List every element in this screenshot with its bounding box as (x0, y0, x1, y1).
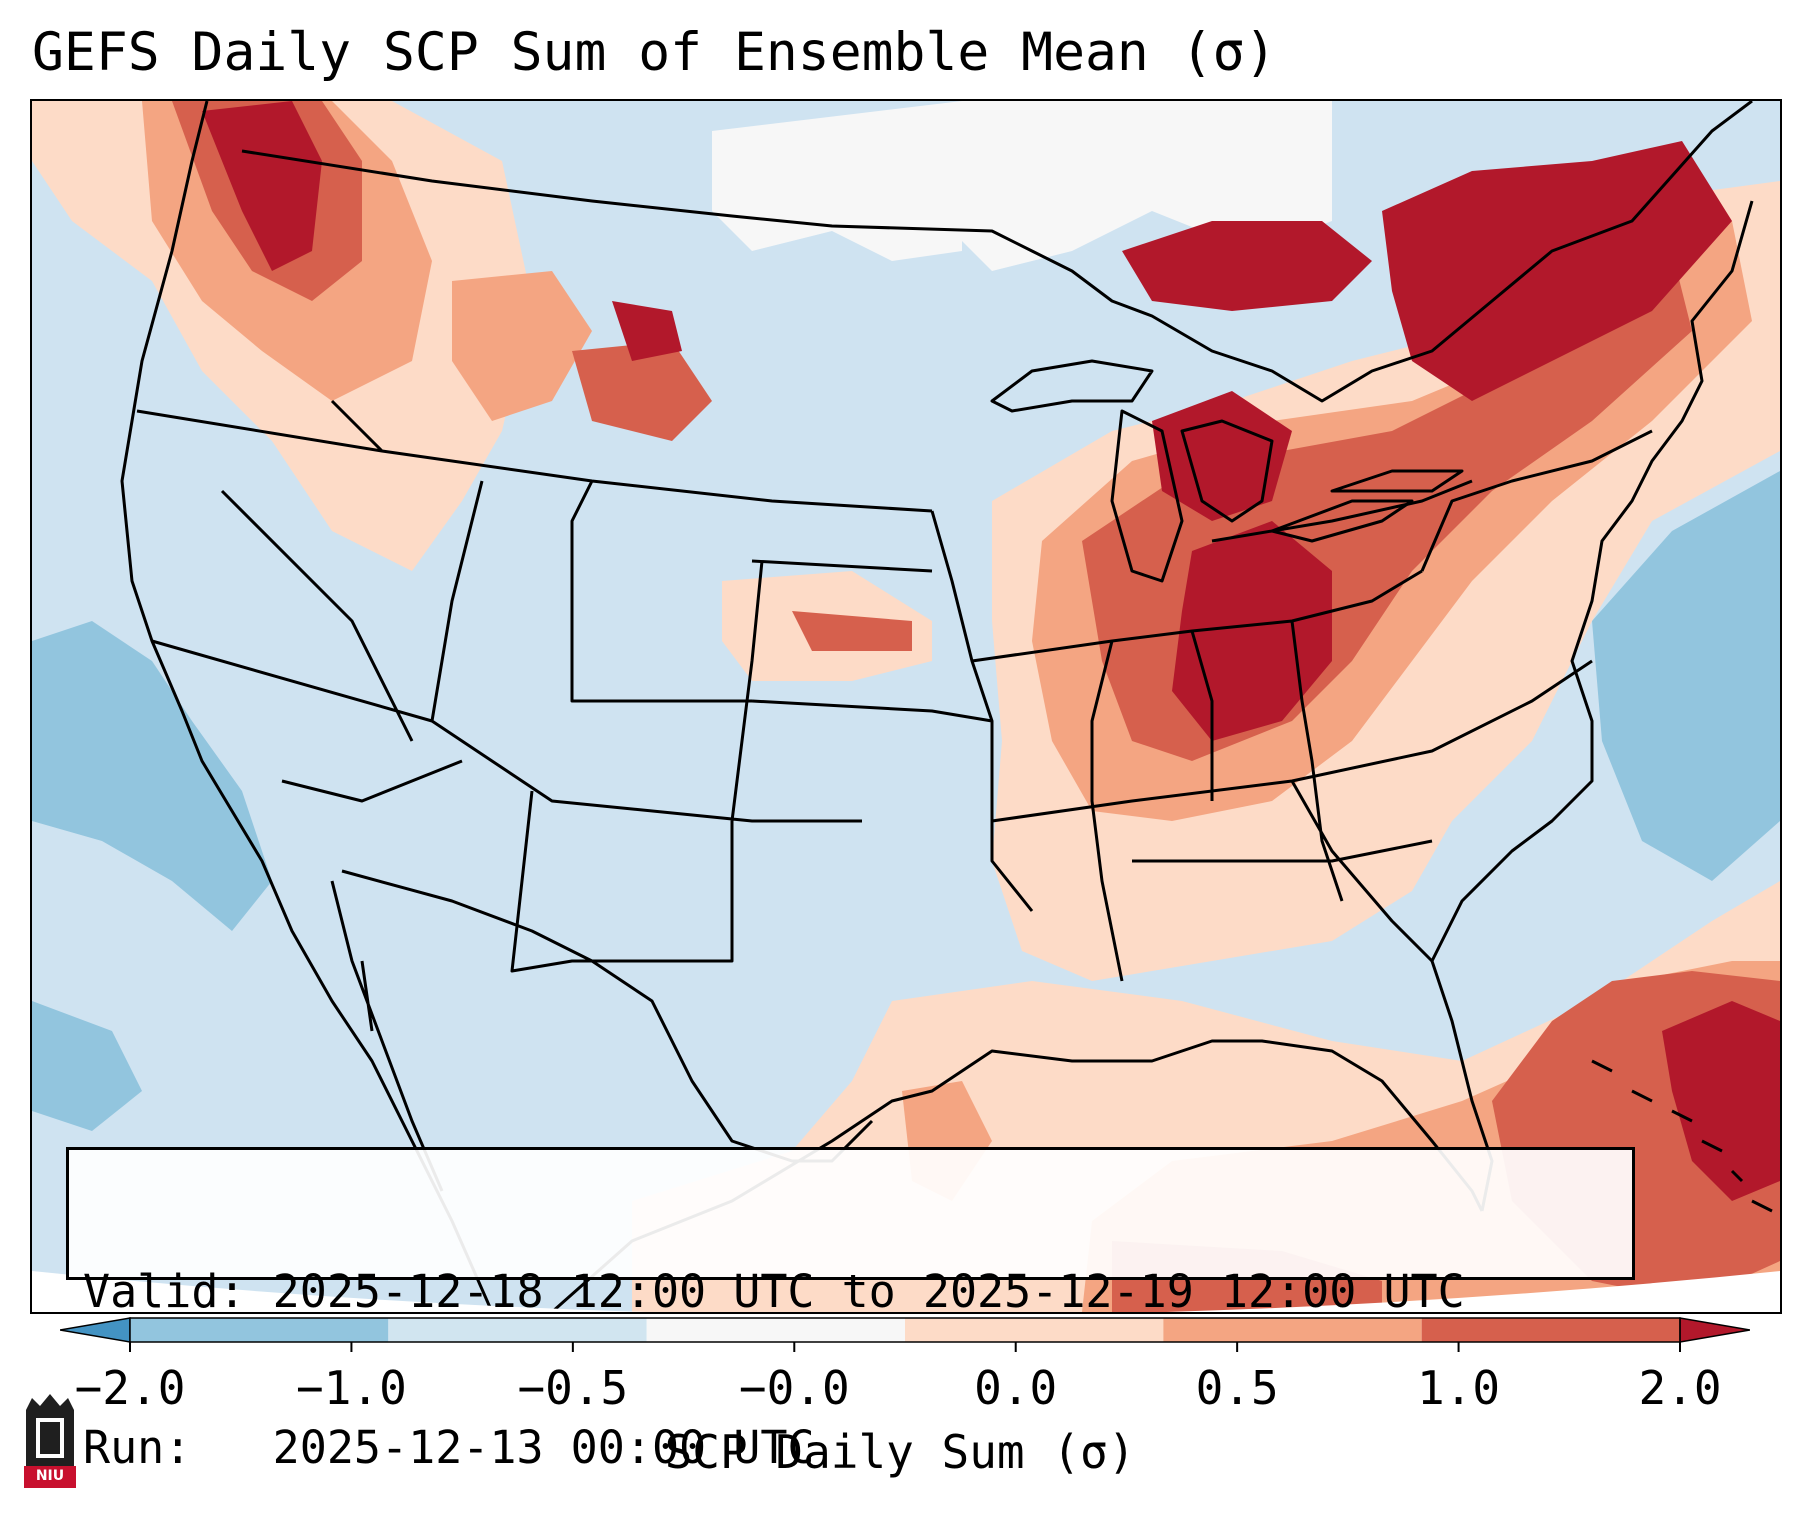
colorbar-tick-label: 0.0 (974, 1361, 1058, 1415)
cool-area-atlantic (1592, 471, 1780, 881)
valid-line: Valid: 2025-12-18 12:00 UTC to 2025-12-1… (83, 1266, 1618, 1318)
warm-area-northern-rockies (452, 271, 592, 421)
max-area-bahamas (1662, 1001, 1780, 1201)
colorbar-tick-label: 1.0 (1417, 1361, 1501, 1415)
us-canada-border (241, 101, 1753, 403)
bahamas-islands (1591, 1059, 1773, 1213)
max-area-ohio-valley (1172, 521, 1332, 741)
valid-run-info-box: Valid: 2025-12-18 12:00 UTC to 2025-12-1… (66, 1147, 1635, 1474)
colorbar-tick-label: −0.0 (738, 1361, 850, 1415)
anomaly-map (32, 101, 1780, 1312)
colorbar-bin (1421, 1318, 1680, 1342)
colorbar (60, 1317, 1750, 1352)
colorbar-extend-high (1679, 1317, 1750, 1343)
valid-value: 2025-12-18 12:00 UTC to 2025-12-19 12:00… (272, 1265, 1465, 1318)
map-panel[interactable] (30, 99, 1782, 1314)
run-label: Run: (83, 1421, 192, 1474)
run-line: Run: 2025-12-13 00:00 UTC (83, 1422, 1618, 1474)
cool-area-pacific-south (32, 1001, 142, 1131)
chart-title: GEFS Daily SCP Sum of Ensemble Mean (σ) (32, 22, 1277, 83)
cool-area-pacific (32, 621, 272, 931)
atlantic-coastline (1430, 200, 1754, 1212)
colorbar-outline (129, 1317, 1681, 1343)
colorbar-bin (646, 1318, 905, 1342)
max-area-ontario (1122, 221, 1372, 311)
baja-peninsula (330, 880, 444, 1192)
colorbar-extend-low (60, 1317, 131, 1343)
great-lakes (990, 359, 1464, 583)
hot-area-kansas (792, 611, 912, 651)
colorbar-bin (388, 1318, 647, 1342)
colorbar-tick-label: −1.0 (296, 1361, 407, 1415)
colorbar-bin (905, 1318, 1164, 1342)
hot-area-montana (572, 341, 712, 441)
map-borders (120, 101, 1773, 1312)
run-value: 2025-12-13 00:00 UTC (272, 1421, 815, 1474)
colorbar-tick-label: −0.5 (517, 1361, 629, 1415)
niu-logo-icon (24, 1394, 76, 1488)
pacific-coastline (120, 101, 494, 1312)
colorbar-tick-label: 2.0 (1638, 1361, 1722, 1415)
state-borders-east (971, 429, 1653, 982)
colorbar-tick-label: −2.0 (74, 1361, 186, 1415)
map-bottom-arc (32, 1271, 1780, 1312)
niu-logo-text: NIU (35, 1468, 65, 1484)
max-area-pacific-northwest (202, 101, 322, 271)
valid-label: Valid: (83, 1265, 246, 1318)
max-area-montana (612, 301, 682, 361)
colorbar-label: SCP Daily Sum (σ) (664, 1425, 1136, 1479)
state-borders-west (136, 399, 1034, 973)
max-area-lake-huron (1152, 391, 1292, 521)
colorbar-tick-label: 0.5 (1195, 1361, 1279, 1415)
colorbar-bin (1163, 1318, 1422, 1342)
colorbar-bin (130, 1318, 389, 1342)
